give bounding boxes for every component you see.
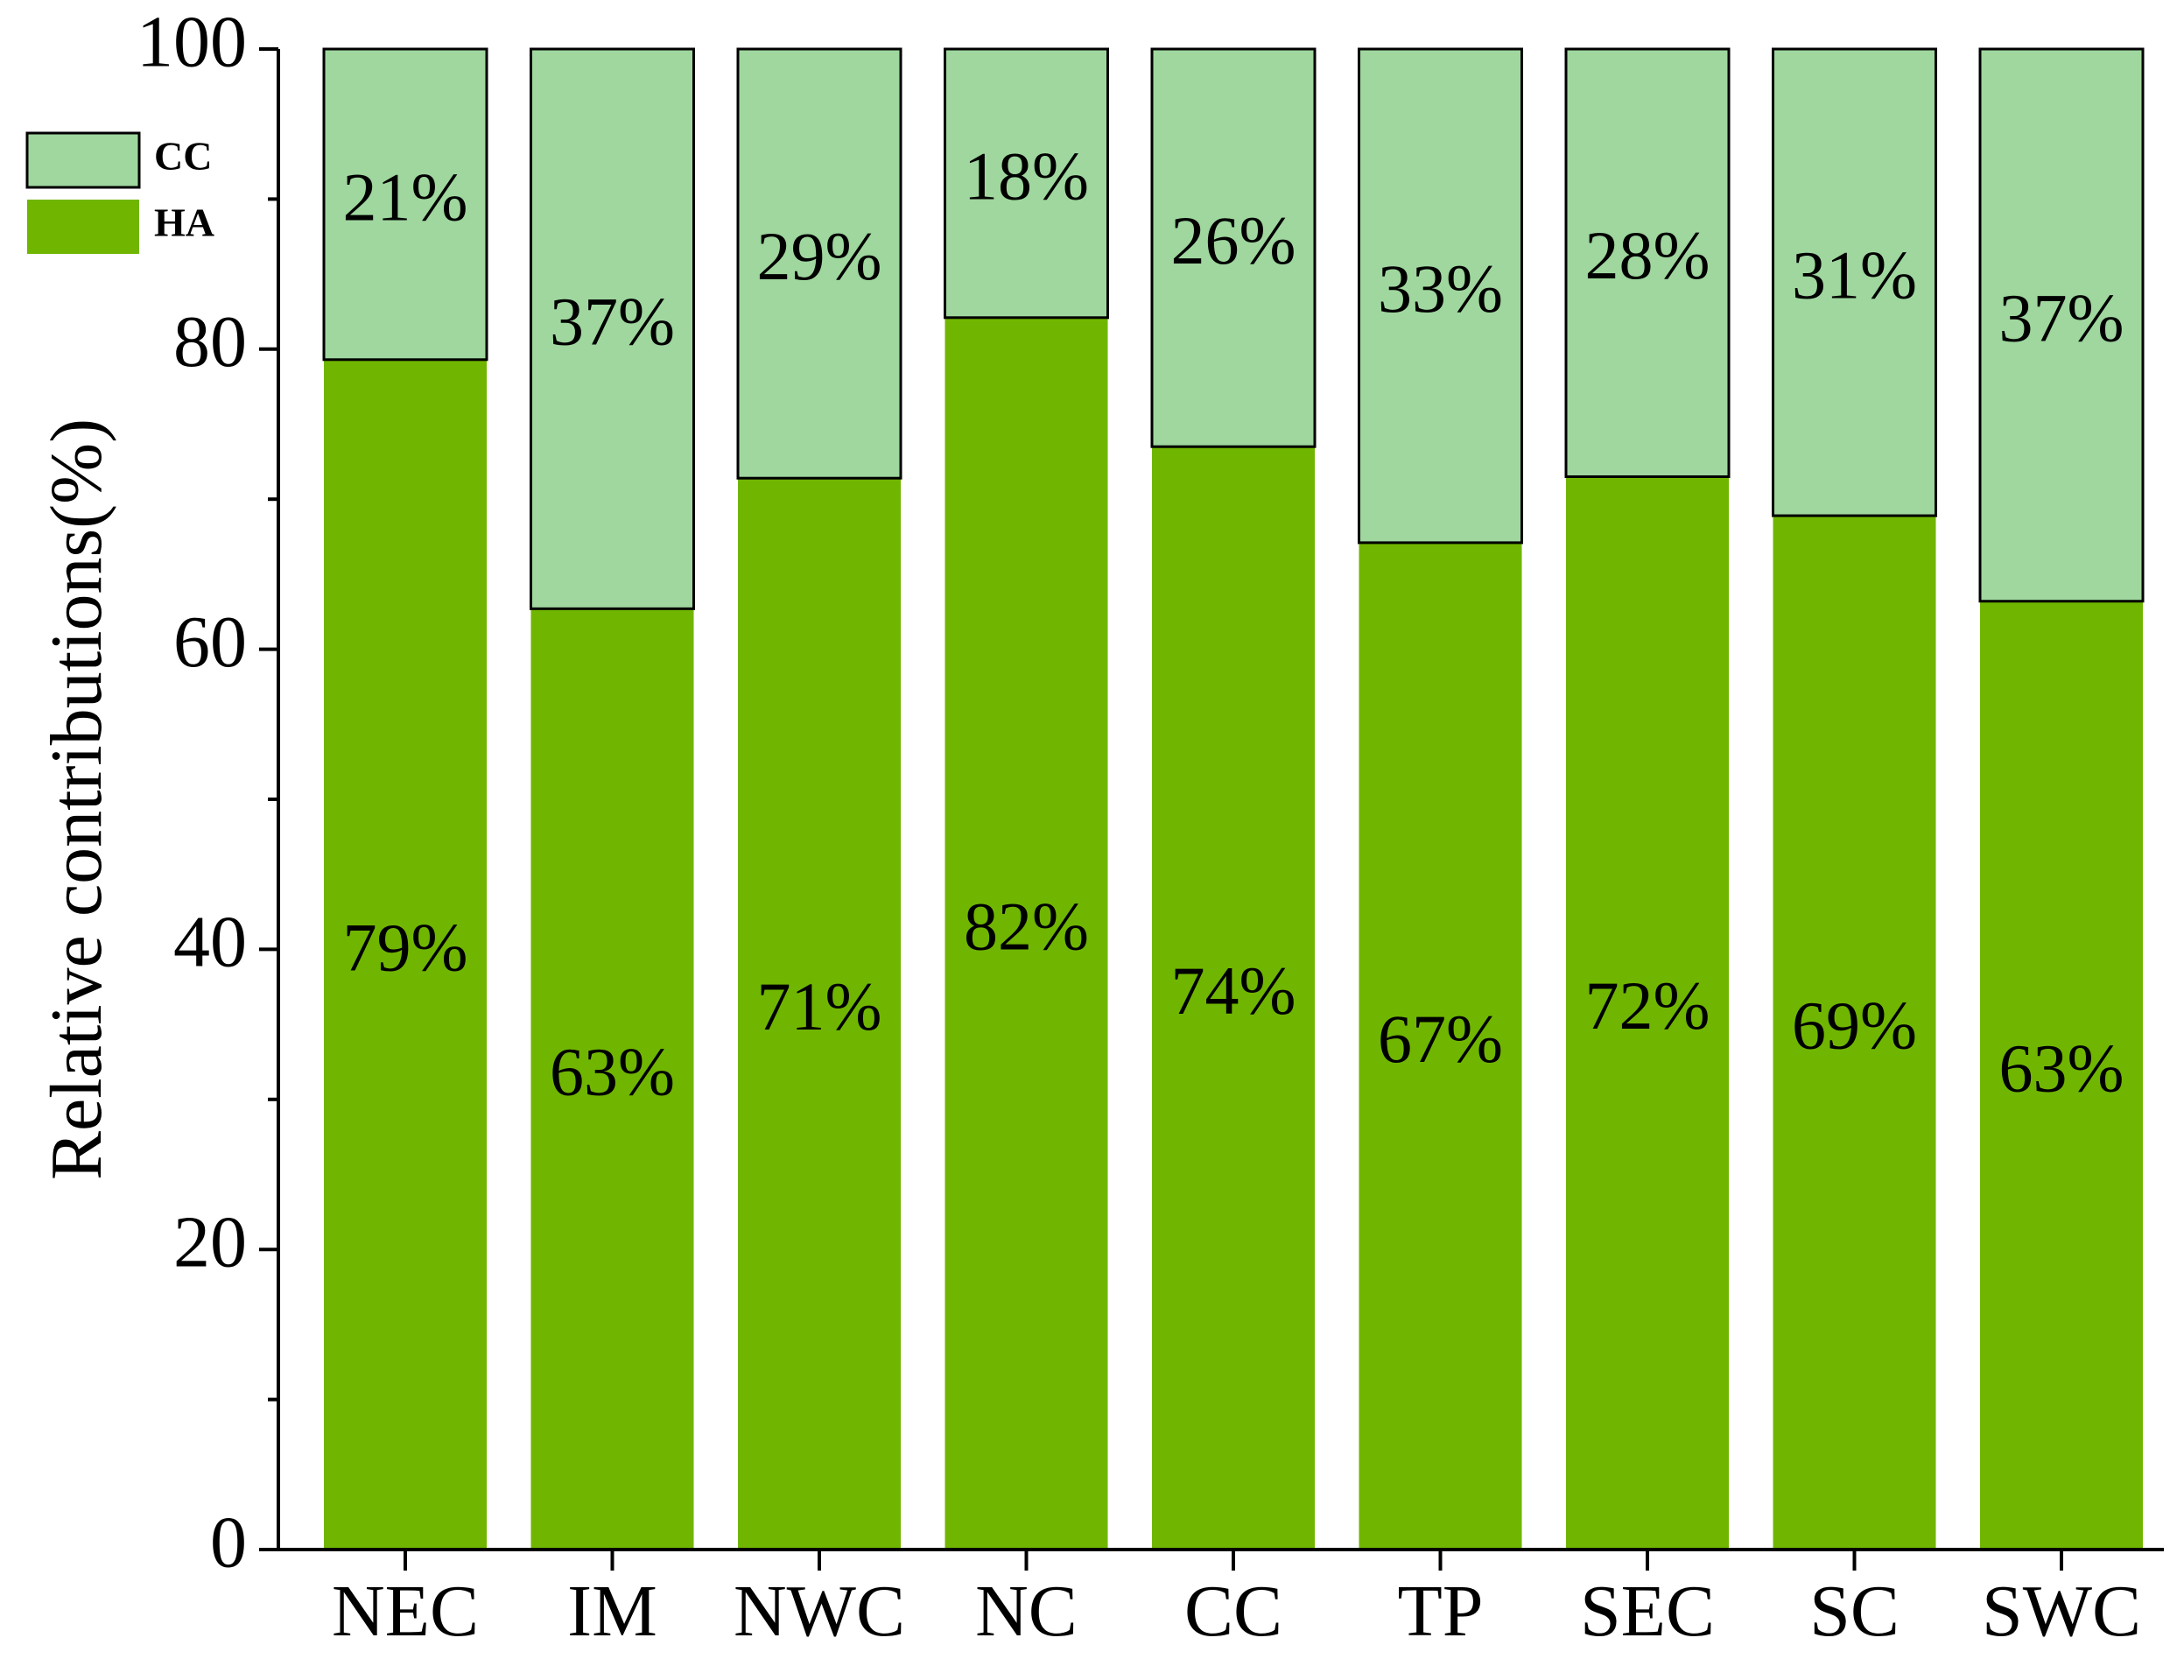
data-label-ha-swc: 63% (1999, 1030, 2124, 1106)
x-tick-label-sec: SEC (1580, 1571, 1715, 1652)
bar-cc-swc (1978, 47, 2145, 603)
data-label-cc-sc: 31% (1792, 236, 1917, 313)
data-labels-group: 79% 21% 63% 37% 71% 29% 82% 18% 74% 26% 67% 33% 72% 2… (343, 137, 2124, 1109)
x-tick-label-nec: NEC (332, 1571, 479, 1652)
legend: CC HA (25, 131, 214, 254)
x-ticks-group: NEC IM NWC NC CC TP SEC SC SWC (332, 1550, 2141, 1652)
bar-ha-cc (1152, 446, 1315, 1550)
y-tick-label-20: 20 (173, 1201, 247, 1283)
data-label-cc-nwc: 29% (757, 218, 882, 294)
data-label-cc-cc: 26% (1171, 202, 1296, 278)
bar-cc-im (530, 47, 695, 610)
x-tick-label-nc: NC (975, 1571, 1078, 1652)
bar-cc-sec (1564, 47, 1731, 478)
data-label-cc-swc: 37% (1999, 279, 2124, 355)
y-axis-title: Relative contributions(%) (36, 418, 117, 1180)
y-ticks-group: 0 20 40 60 80 100 (137, 1, 278, 1583)
bar-cc-nc (944, 47, 1109, 320)
bar-ha-nec (324, 359, 487, 1550)
x-tick-label-cc: CC (1184, 1571, 1282, 1652)
bar-cc-tp (1358, 47, 1523, 545)
data-label-cc-im: 37% (550, 284, 675, 360)
bar-ha-sc (1773, 516, 1936, 1550)
x-tick-label-sc: SC (1809, 1571, 1900, 1652)
data-label-ha-im: 63% (550, 1034, 675, 1110)
data-label-ha-sec: 72% (1585, 967, 1710, 1044)
data-label-ha-nwc: 71% (757, 968, 882, 1044)
data-label-cc-nec: 21% (343, 158, 468, 235)
bar-cc-nec (322, 47, 488, 362)
data-label-cc-tp: 33% (1378, 250, 1503, 327)
data-label-ha-tp: 67% (1378, 1001, 1503, 1077)
data-label-ha-sc: 69% (1792, 987, 1917, 1063)
x-tick-label-im: IM (567, 1571, 657, 1652)
y-tick-label-40: 40 (173, 902, 247, 983)
bar-ha-swc (1980, 601, 2143, 1550)
bar-ha-sec (1566, 476, 1729, 1550)
data-label-cc-nc: 18% (964, 137, 1089, 214)
bar-ha-im (530, 608, 694, 1550)
x-tick-label-tp: TP (1397, 1571, 1483, 1652)
bar-cc-nwc (736, 47, 902, 480)
y-tick-label-100: 100 (137, 1, 247, 82)
data-label-cc-sec: 28% (1585, 217, 1710, 293)
y-tick-label-60: 60 (173, 601, 247, 683)
bar-ha-nc (945, 317, 1108, 1550)
data-label-ha-nc: 82% (964, 888, 1089, 964)
x-tick-label-swc: SWC (1982, 1571, 2141, 1652)
bars-group (322, 47, 2145, 1550)
data-label-ha-nec: 79% (343, 909, 468, 985)
bar-ha-tp (1359, 542, 1522, 1550)
bar-ha-nwc (738, 478, 901, 1550)
data-label-ha-cc: 74% (1171, 952, 1296, 1029)
legend-swatch-ha (27, 200, 139, 254)
legend-label-cc: CC (154, 134, 212, 179)
legend-label-ha: HA (154, 200, 214, 245)
bar-cc-sc (1772, 47, 1937, 517)
bar-cc-cc (1150, 47, 1317, 448)
y-tick-label-80: 80 (173, 301, 247, 383)
x-tick-label-nwc: NWC (734, 1571, 905, 1652)
legend-swatch-cc (25, 131, 141, 189)
y-tick-label-0: 0 (210, 1501, 247, 1583)
